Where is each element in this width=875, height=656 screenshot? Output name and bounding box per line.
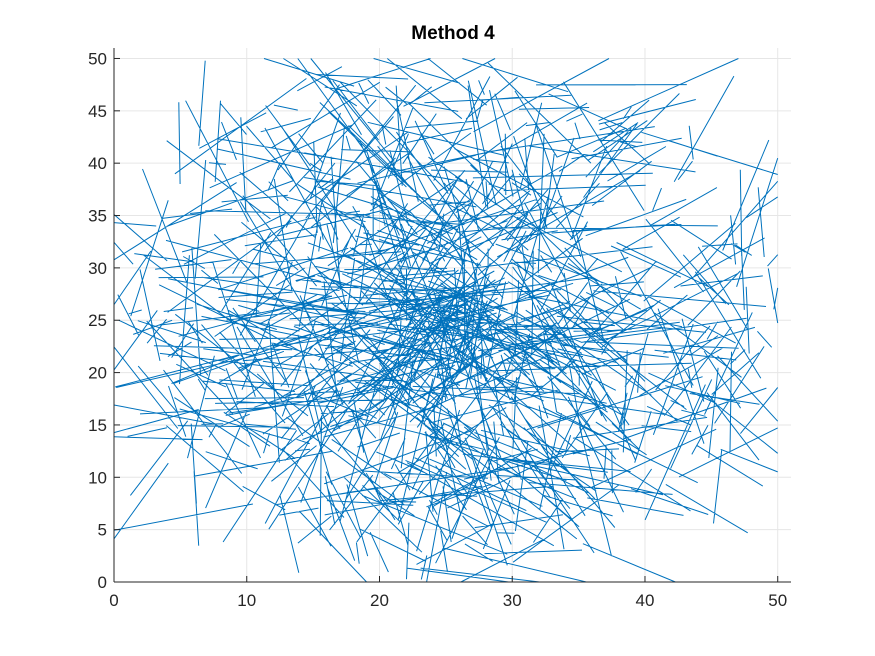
x-tick-labels: 0 10 20 30 40 50: [109, 591, 787, 610]
y-tick-label: 20: [88, 364, 107, 383]
line-segments: [113, 58, 779, 583]
y-tick-label: 15: [88, 416, 107, 435]
y-tick-labels: 0 5 10 15 20 25 30 35 40 45 50: [88, 49, 107, 592]
y-tick-label: 45: [88, 102, 107, 121]
y-tick-label: 50: [88, 49, 107, 68]
axes: [113, 48, 791, 583]
x-tick-label: 30: [503, 591, 522, 610]
y-tick-label: 30: [88, 259, 107, 278]
x-tick-label: 0: [109, 591, 118, 610]
y-tick-label: 0: [98, 573, 107, 592]
y-tick-label: 35: [88, 207, 107, 226]
x-tick-label: 20: [370, 591, 389, 610]
y-tick-label: 25: [88, 311, 107, 330]
chart-title: Method 4: [411, 23, 495, 44]
line-segments-path: [113, 58, 779, 583]
y-tick-label: 5: [98, 521, 107, 540]
y-tick-label: 10: [88, 468, 107, 487]
x-tick-label: 50: [768, 591, 787, 610]
x-tick-label: 40: [636, 591, 655, 610]
x-tick-label: 10: [237, 591, 256, 610]
y-tick-label: 40: [88, 154, 107, 173]
